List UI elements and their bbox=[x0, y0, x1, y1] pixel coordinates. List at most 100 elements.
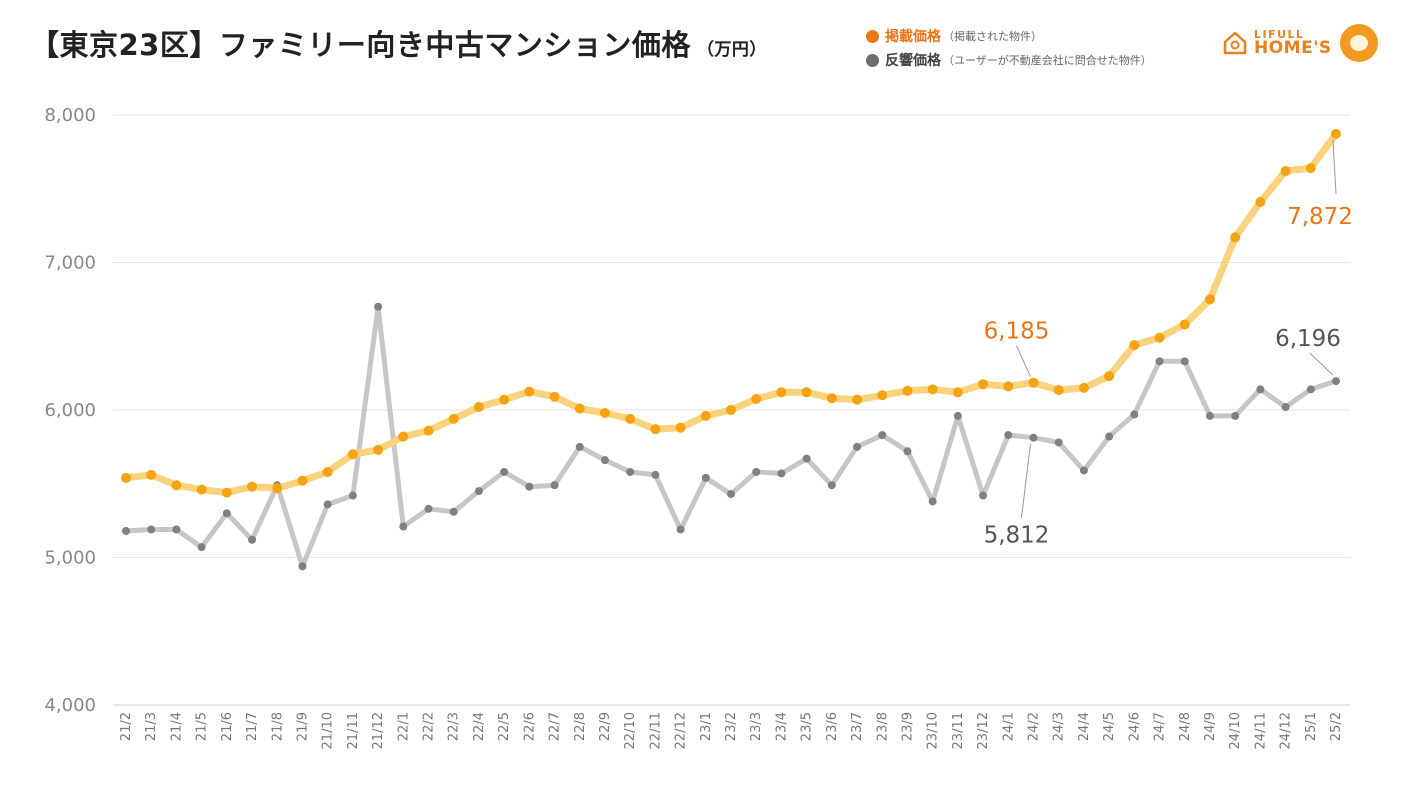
x-tick-label: 22/9 bbox=[598, 712, 613, 741]
legend-label-response: 反響価格 bbox=[885, 53, 941, 69]
listed-price-point bbox=[574, 403, 585, 414]
brand-text: LIFULL HOME'S bbox=[1254, 29, 1332, 57]
listed-price-point bbox=[196, 484, 207, 495]
listed-price-point bbox=[826, 393, 837, 404]
response-price-point bbox=[903, 447, 912, 456]
x-tick-label: 23/6 bbox=[825, 712, 840, 741]
response-price-point bbox=[802, 454, 811, 463]
listed-price-point bbox=[776, 387, 787, 398]
x-tick-label: 22/6 bbox=[522, 712, 537, 741]
listed-price-point bbox=[801, 387, 812, 398]
x-tick-label: 21/7 bbox=[245, 712, 260, 741]
response-price-point bbox=[1231, 411, 1240, 420]
annotation-label: 6,185 bbox=[984, 319, 1050, 345]
response-price-point bbox=[1256, 385, 1265, 394]
response-price-point bbox=[878, 431, 887, 440]
y-tick-label: 8,000 bbox=[44, 105, 96, 126]
response-price-point bbox=[651, 470, 660, 479]
listed-price-point bbox=[549, 391, 560, 402]
response-price-point bbox=[1004, 431, 1013, 440]
x-tick-label: 24/11 bbox=[1253, 712, 1268, 749]
x-tick-label: 21/8 bbox=[270, 712, 285, 741]
x-tick-label: 22/8 bbox=[573, 712, 588, 741]
x-tick-label: 24/10 bbox=[1228, 712, 1243, 749]
x-tick-label: 23/12 bbox=[976, 712, 991, 749]
response-price-point bbox=[197, 543, 206, 552]
x-tick-label: 24/2 bbox=[1027, 712, 1042, 741]
chart-title-unit: （万円） bbox=[696, 40, 767, 60]
response-price-point bbox=[1105, 432, 1114, 441]
annotation-leader-line bbox=[1021, 443, 1031, 518]
chart-title: 【東京23区】ファミリー向き中古マンション価格 （万円） bbox=[30, 22, 767, 64]
response-price-point bbox=[172, 525, 181, 534]
response-price-point bbox=[676, 525, 685, 534]
annotation-label: 6,196 bbox=[1275, 326, 1341, 352]
x-tick-label: 21/9 bbox=[295, 712, 310, 741]
listed-price-point bbox=[322, 466, 333, 477]
annotation-leader-line bbox=[1016, 345, 1031, 377]
response-price-point bbox=[1079, 466, 1088, 475]
x-tick-label: 22/12 bbox=[674, 712, 689, 749]
legend-item-response: 反響価格 （ユーザーが不動産会社に問合せた物件） bbox=[866, 48, 1152, 72]
x-tick-label: 24/3 bbox=[1052, 712, 1067, 741]
annotation-leader-line bbox=[1332, 139, 1337, 194]
x-tick-label: 21/10 bbox=[321, 712, 336, 749]
response-price-point bbox=[147, 525, 156, 534]
x-tick-label: 22/10 bbox=[623, 712, 638, 749]
listed-price-point bbox=[448, 413, 459, 424]
response-price-point bbox=[449, 507, 458, 516]
response-price-point bbox=[1130, 410, 1139, 419]
listed-price-point bbox=[146, 469, 157, 480]
x-tick-label: 23/7 bbox=[850, 712, 865, 741]
listed-price-point bbox=[1280, 166, 1291, 177]
listed-price-point bbox=[1129, 340, 1140, 351]
x-tick-label: 23/3 bbox=[749, 712, 764, 741]
annotation-label: 7,872 bbox=[1287, 204, 1353, 230]
x-tick-label: 22/2 bbox=[422, 712, 437, 741]
annotation-label: 5,812 bbox=[984, 523, 1050, 549]
x-tick-label: 22/1 bbox=[396, 712, 411, 741]
response-price-line bbox=[123, 304, 1339, 569]
x-tick-label: 21/3 bbox=[144, 712, 159, 741]
listed-price-point bbox=[902, 385, 913, 396]
y-tick-label: 6,000 bbox=[44, 400, 96, 421]
listed-price-point bbox=[297, 475, 308, 486]
listed-price-point bbox=[347, 449, 358, 460]
listed-price-point bbox=[952, 387, 963, 398]
listed-price-point bbox=[599, 407, 610, 418]
response-price-point bbox=[626, 467, 635, 476]
response-price-point bbox=[953, 411, 962, 420]
listed-price-point bbox=[877, 390, 888, 401]
listed-price-point bbox=[751, 393, 762, 404]
listed-price-point bbox=[373, 444, 384, 455]
response-price-point bbox=[827, 481, 836, 490]
brand-line1: LIFULL bbox=[1254, 28, 1305, 41]
x-tick-label: 23/5 bbox=[800, 712, 815, 741]
x-tick-label: 22/11 bbox=[648, 712, 663, 749]
response-price-point bbox=[752, 467, 761, 476]
response-price-point bbox=[1281, 403, 1290, 412]
response-price-point bbox=[979, 491, 988, 500]
x-tick-label: 24/4 bbox=[1077, 712, 1092, 741]
brand-logo: LIFULL HOME'S bbox=[1222, 24, 1378, 62]
x-tick-label: 23/11 bbox=[951, 712, 966, 749]
listed-price-point bbox=[978, 379, 989, 390]
legend-note-listed: （掲載された物件） bbox=[943, 30, 1042, 43]
x-tick-label: 23/10 bbox=[926, 712, 941, 749]
x-tick-label: 21/5 bbox=[195, 712, 210, 741]
brand-line2: HOME'S bbox=[1254, 38, 1332, 58]
x-tick-label: 24/12 bbox=[1279, 712, 1294, 749]
x-tick-label: 21/4 bbox=[169, 712, 184, 741]
listed-price-point bbox=[1255, 197, 1266, 208]
x-tick-label: 22/7 bbox=[548, 712, 563, 741]
legend-dot-response-icon bbox=[866, 53, 879, 67]
response-price-point bbox=[1155, 357, 1164, 366]
response-price-point bbox=[550, 481, 559, 490]
x-tick-label: 21/11 bbox=[346, 712, 361, 749]
response-price-point bbox=[777, 469, 786, 478]
listed-price-point bbox=[1204, 294, 1215, 305]
listed-price-point bbox=[499, 394, 510, 405]
response-price-point bbox=[248, 535, 257, 544]
chart-title-main: 【東京23区】ファミリー向き中古マンション価格 bbox=[30, 28, 691, 62]
